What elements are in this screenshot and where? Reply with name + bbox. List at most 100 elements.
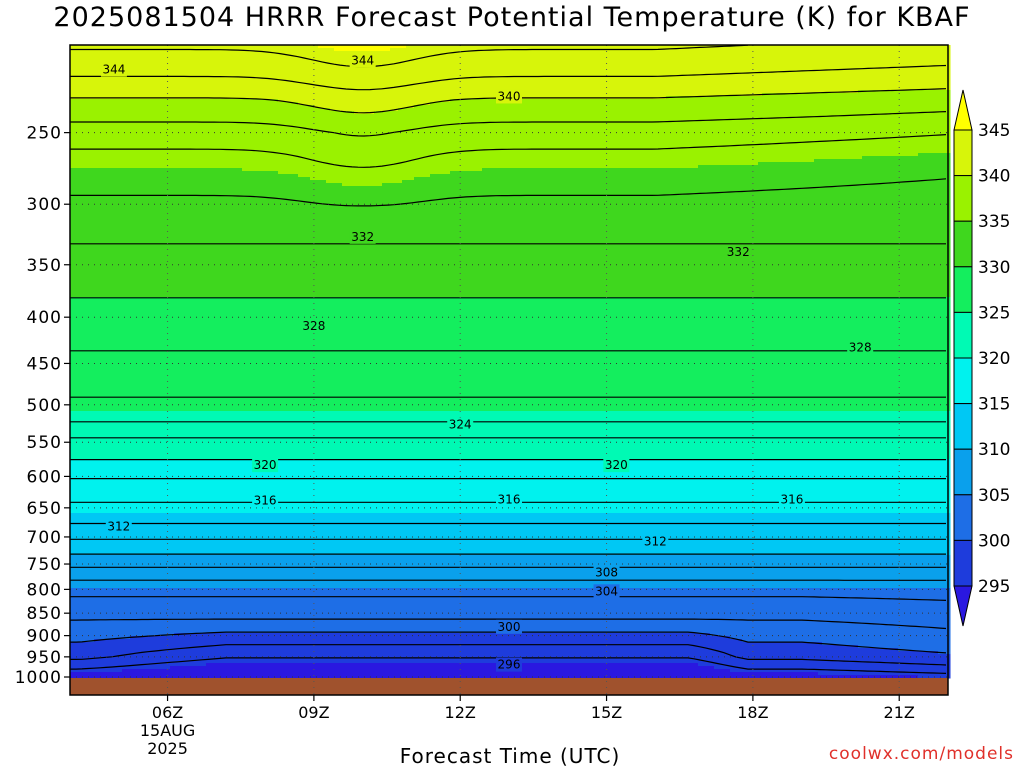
band-cell [210, 411, 215, 460]
band-cell [778, 162, 783, 298]
band-cell [310, 513, 315, 556]
band-cell [906, 588, 911, 652]
band-cell [338, 459, 343, 514]
band-cell [518, 513, 523, 556]
band-cell [82, 672, 87, 679]
band-cell [438, 174, 443, 298]
band-cell [202, 297, 207, 412]
band-cell [874, 588, 879, 649]
band-cell [550, 411, 555, 460]
band-cell [474, 99, 479, 172]
band-cell [362, 459, 367, 514]
band-cell [618, 459, 623, 514]
band-cell [562, 297, 567, 412]
band-cell [894, 156, 899, 298]
band-cell [930, 459, 935, 514]
band-cell [222, 633, 227, 664]
band-cell [94, 411, 99, 460]
band-cell [210, 99, 215, 169]
band-cell [822, 588, 827, 646]
band-cell [614, 459, 619, 514]
band-cell [226, 45, 231, 100]
band-cell [758, 411, 763, 460]
credit-link[interactable]: coolwx.com/models [828, 744, 1014, 764]
band-cell [446, 555, 451, 589]
band-cell [318, 555, 323, 589]
band-cell [402, 48, 407, 109]
band-cell [490, 99, 495, 169]
band-cell [382, 51, 387, 112]
band-cell [386, 663, 391, 679]
band-cell [302, 45, 307, 106]
band-cell [262, 171, 267, 298]
band-cell [398, 297, 403, 412]
band-cell [306, 45, 311, 106]
band-cell [134, 669, 139, 679]
band-cell [534, 588, 539, 634]
band-cell [102, 588, 107, 640]
band-cell [478, 45, 483, 100]
band-cell [290, 45, 295, 103]
band-cell [82, 99, 87, 169]
band-cell [166, 588, 171, 637]
band-cell [666, 411, 671, 460]
band-cell [534, 663, 539, 679]
band-cell [82, 513, 87, 556]
band-cell [130, 168, 135, 298]
band-cell [538, 459, 543, 514]
band-cell [102, 168, 107, 298]
band-cell [174, 168, 179, 298]
band-cell [454, 588, 459, 634]
band-cell [286, 588, 291, 634]
band-cell [838, 459, 843, 514]
band-cell [270, 297, 275, 412]
band-cell [666, 96, 671, 169]
band-cell [134, 99, 139, 169]
band-cell [118, 588, 123, 640]
band-cell [590, 459, 595, 514]
band-cell [926, 297, 931, 412]
band-cell [586, 633, 591, 664]
band-cell [786, 513, 791, 556]
band-cell [858, 513, 863, 556]
band-cell [178, 666, 183, 679]
contour-label: 320 [254, 458, 277, 472]
band-cell [806, 411, 811, 460]
band-cell [678, 96, 683, 169]
band-cell [710, 513, 715, 556]
band-cell [898, 156, 903, 298]
band-cell [466, 99, 471, 172]
band-cell [470, 411, 475, 460]
band-cell [922, 651, 927, 679]
band-cell [670, 96, 675, 169]
band-cell [446, 588, 451, 634]
band-cell [714, 459, 719, 514]
band-cell [750, 642, 755, 673]
band-cell [162, 411, 167, 460]
band-cell [466, 513, 471, 556]
band-cell [534, 297, 539, 412]
band-cell [118, 411, 123, 460]
band-cell [454, 513, 459, 556]
band-cell [438, 555, 443, 589]
band-cell [734, 639, 739, 673]
band-cell [574, 588, 579, 634]
band-cell [342, 297, 347, 412]
band-cell [158, 99, 163, 169]
band-cell [838, 411, 843, 460]
band-cell [318, 180, 323, 298]
band-cell [110, 168, 115, 298]
band-cell [162, 297, 167, 412]
contour-302 [70, 618, 947, 630]
band-cell [662, 297, 667, 412]
band-cell [322, 588, 327, 634]
band-cell [670, 633, 675, 664]
band-cell [586, 168, 591, 298]
band-cell [466, 555, 471, 589]
band-cell [282, 633, 287, 664]
band-cell [390, 513, 395, 556]
band-cell [806, 297, 811, 412]
colorbar-tick-label: 300 [978, 531, 1010, 551]
band-cell [306, 633, 311, 664]
band-cell [186, 297, 191, 412]
